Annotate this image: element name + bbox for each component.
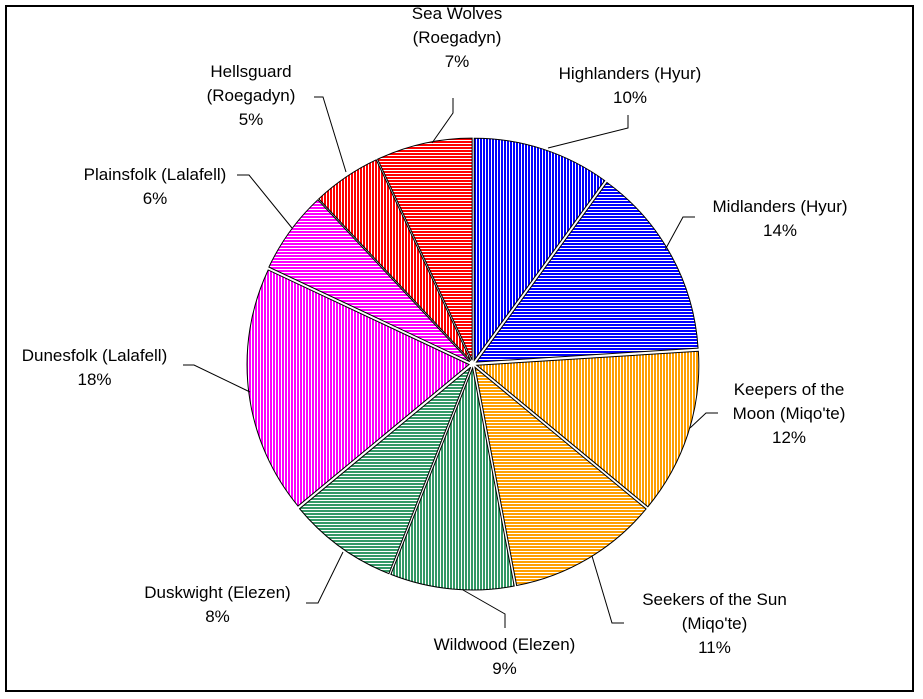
label-duskwight-pct: 8% bbox=[205, 607, 230, 626]
label-seekers-line1: Seekers of the Sun bbox=[642, 590, 787, 609]
label-hellsguard-pct: 5% bbox=[238, 110, 264, 129]
label-plainsfolk-line1: Plainsfolk (Lalafell) bbox=[83, 165, 227, 184]
leader-line-wildwood bbox=[462, 589, 506, 628]
label-seekers-of-the-sun: Seekers of the Sun (Miqo'te) 11% bbox=[622, 588, 807, 660]
pie-slice-keepers-of-the-moon-miqo-te bbox=[475, 350, 700, 508]
label-plainsfolk-pct: 6% bbox=[142, 189, 168, 208]
label-plainsfolk: Plainsfolk (Lalafell) 6% bbox=[60, 163, 250, 211]
label-hellsguard: Hellsguard (Roegadyn) 5% bbox=[191, 60, 311, 132]
label-dunesfolk-line1: Dunesfolk (Lalafell) bbox=[21, 346, 168, 365]
pie-slice-plainsfolk-lalafell bbox=[268, 199, 471, 363]
label-highlanders: Highlanders (Hyur) 10% bbox=[535, 62, 725, 110]
pie-slice-midlanders-hyur bbox=[475, 181, 699, 363]
label-hellsguard-line2: (Roegadyn) bbox=[206, 86, 296, 105]
label-sea-wolves-line2: (Roegadyn) bbox=[412, 28, 502, 47]
leader-line-seekers bbox=[591, 555, 624, 624]
leader-line-duskwight bbox=[306, 551, 344, 604]
label-dunesfolk-pct: 18% bbox=[77, 370, 112, 389]
pie-slice-sea-wolves-roegadyn bbox=[376, 137, 473, 361]
pie-slice-dunesfolk-lalafell bbox=[246, 269, 470, 507]
leader-line-plainsfolk bbox=[237, 174, 293, 229]
label-keepers-line1: Keepers of the bbox=[733, 380, 845, 399]
label-sea-wolves-line1: Sea Wolves bbox=[411, 4, 503, 23]
label-seekers-pct: 11% bbox=[698, 638, 731, 657]
leader-line-hellsguard bbox=[314, 96, 347, 173]
label-sea-wolves: Sea Wolves (Roegadyn) 7% bbox=[392, 2, 522, 74]
leader-line-midlanders bbox=[664, 216, 695, 251]
label-keepers-of-the-moon: Keepers of the Moon (Miqo'te) 12% bbox=[714, 378, 864, 450]
pie-slice-highlanders-hyur bbox=[473, 137, 606, 362]
label-duskwight: Duskwight (Elezen) 8% bbox=[125, 581, 310, 629]
leader-line-highlanders bbox=[547, 115, 629, 149]
pie-slice-seekers-of-the-sun-miqo-te bbox=[474, 366, 647, 587]
label-wildwood-line1: Wildwood (Elezen) bbox=[433, 635, 576, 654]
label-keepers-line2: Moon (Miqo'te) bbox=[732, 404, 846, 423]
leader-line-seawolves bbox=[431, 98, 454, 144]
label-keepers-pct: 12% bbox=[771, 428, 807, 447]
pie-slices bbox=[246, 137, 700, 591]
label-dunesfolk: Dunesfolk (Lalafell) 18% bbox=[2, 344, 187, 392]
pie-slice-hellsguard-roegadyn bbox=[318, 159, 472, 362]
label-hellsguard-line1: Hellsguard bbox=[210, 62, 292, 81]
leader-line-keepers bbox=[689, 412, 718, 429]
pie-slice-duskwight-elezen bbox=[298, 366, 472, 575]
label-seekers-line2: (Miqo'te) bbox=[681, 614, 748, 633]
label-sea-wolves-pct: 7% bbox=[444, 52, 470, 71]
label-duskwight-line1: Duskwight (Elezen) bbox=[144, 583, 291, 602]
label-midlanders-line1: Midlanders (Hyur) bbox=[712, 197, 848, 216]
pie-slice-wildwood-elezen bbox=[390, 366, 515, 591]
label-wildwood-pct: 9% bbox=[492, 659, 517, 678]
label-midlanders: Midlanders (Hyur) 14% bbox=[690, 195, 870, 243]
leader-line-dunesfolk bbox=[183, 364, 251, 393]
label-wildwood: Wildwood (Elezen) 9% bbox=[412, 633, 597, 681]
label-highlanders-line1: Highlanders (Hyur) bbox=[558, 64, 702, 83]
leader-lines bbox=[183, 96, 718, 628]
label-highlanders-pct: 10% bbox=[612, 88, 648, 107]
label-midlanders-pct: 14% bbox=[762, 221, 798, 240]
